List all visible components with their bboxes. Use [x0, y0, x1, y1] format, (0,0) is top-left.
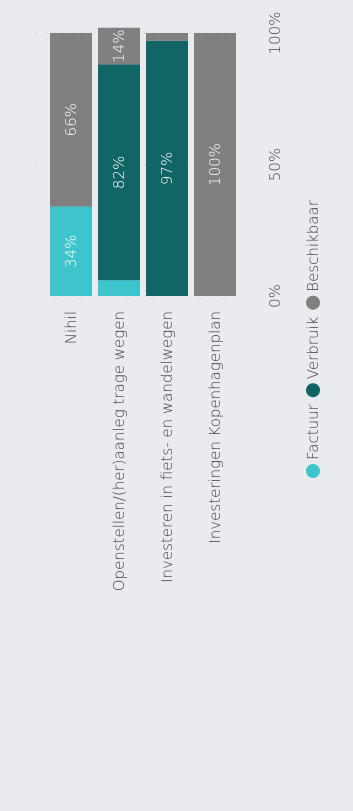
data-label-beschikbaar: 100% [206, 143, 224, 186]
chart-rotated-group: 0% 50% 100% 34% 66% Nihil 82% 14% Openstellen/(h… [36, 12, 322, 591]
x-tick-label: 0% [266, 284, 284, 308]
bar-segment-beschikbaar [194, 33, 236, 296]
legend-marker-verbruik [306, 383, 320, 398]
category-label: Investeringen Kopenhagenplan [206, 311, 224, 544]
legend-marker-beschikbaar [306, 295, 320, 310]
bar-segment-factuur [98, 280, 140, 296]
bar-segment-factuur [50, 206, 92, 296]
legend-label-factuur: Factuur [304, 403, 322, 460]
bar-segment-beschikbaar [50, 33, 92, 207]
bar-segment-verbruik [146, 40, 188, 296]
x-tick-label: 50% [266, 148, 284, 181]
category-label: Openstellen/(her)aanleg trage wegen [110, 311, 128, 591]
data-label-factuur: 34% [62, 235, 80, 268]
bar-segment-beschikbaar [146, 33, 188, 41]
bar-segment-beschikbaar [98, 27, 140, 65]
data-label-verbruik: 82% [110, 156, 128, 189]
legend-label-verbruik: Verbruik [304, 316, 322, 379]
data-label-beschikbaar: 66% [62, 103, 80, 136]
data-label-verbruik: 97% [158, 152, 176, 185]
data-label-beschikbaar: 14% [110, 29, 128, 62]
bar-segment-verbruik [98, 64, 140, 281]
category-label: Nihil [62, 311, 80, 344]
legend-label-beschikbaar: Beschikbaar [304, 199, 322, 291]
legend-marker-factuur [306, 464, 320, 478]
category-label: Investeren in fiets- en wandelwegen [158, 311, 176, 583]
x-tick-label: 100% [266, 12, 284, 55]
